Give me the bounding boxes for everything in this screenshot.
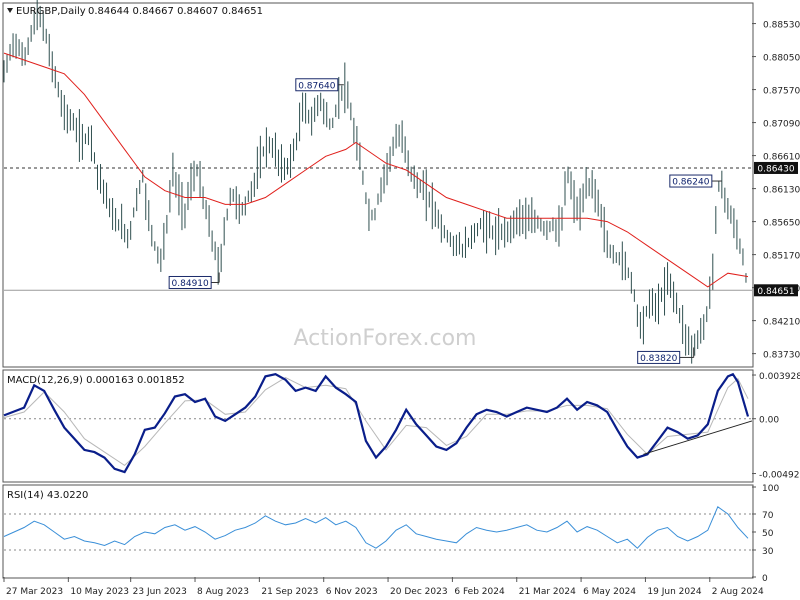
macd-panel-frame (2, 369, 754, 483)
time-tick-label: 6 Feb 2024 (454, 587, 505, 597)
annotation-label: 0.86240 (672, 178, 709, 188)
rsi-y-tick-label: 70 (762, 511, 774, 521)
reference-price-badge (754, 284, 798, 297)
price-panel-frame (2, 2, 754, 368)
time-tick-label: 20 Dec 2023 (390, 587, 448, 597)
time-axis: 27 Mar 2023 10 May 2023 23 Jun 2023 8 Aug 2… (3, 577, 764, 597)
price-bars (3, 0, 747, 364)
dropdown-triangle-icon[interactable] (7, 8, 13, 13)
price-y-tick-label: 0.88530 (763, 21, 800, 31)
time-tick-label: 21 Mar 2024 (519, 587, 576, 597)
macd-y-tick-label: 0.003928 (759, 372, 800, 382)
time-tick-label: 6 Nov 2023 (326, 587, 378, 597)
rsi-line (3, 506, 749, 549)
price-panel: ActionForex.com 0.88530 0.88050 0.87570 0.8… (2, 0, 800, 368)
macd-line (3, 372, 750, 474)
reference-price-label: 0.86430 (757, 164, 794, 174)
annotation-box (295, 78, 339, 92)
time-tick-label: 6 May 2024 (583, 587, 636, 597)
time-tick-label: 2 Aug 2024 (712, 587, 764, 597)
price-y-tick-label: 0.86130 (763, 186, 800, 196)
time-tick-label: 27 Mar 2023 (6, 587, 63, 597)
time-tick-label: 21 Sep 2023 (261, 587, 318, 597)
rsi-panel: 100 70 50 30 0 RSI(14) 43.0220 (2, 484, 779, 584)
rsi-y-axis: 100 70 50 30 0 (4, 484, 779, 584)
ohlc-values: 0.84644 0.84667 0.84607 0.84651 (88, 6, 263, 17)
time-tick-label: 8 Aug 2023 (197, 587, 249, 597)
price-y-tick-label: 0.87570 (763, 87, 800, 97)
price-y-tick-label: 0.85170 (763, 252, 800, 262)
time-tick-label: 23 Jun 2023 (133, 587, 187, 597)
annotation-box (669, 174, 713, 188)
rsi-y-tick-label: 0 (762, 574, 768, 584)
price-reference-lines: 0.86430 0.84651 (4, 161, 798, 297)
price-y-tick-label: 0.86610 (763, 153, 800, 163)
price-y-tick-label: 0.87090 (763, 120, 800, 130)
annotation-label: 0.83820 (640, 354, 677, 364)
annotation-box (168, 275, 212, 289)
watermark: ActionForex.com (294, 326, 477, 351)
macd-y-tick-label: -0.004929 (759, 471, 800, 481)
annotation-box (637, 350, 681, 364)
time-tick-label: 10 May 2023 (70, 587, 129, 597)
symbol-label: EURGBP,Daily (16, 6, 86, 17)
annotation-label: 0.87640 (298, 81, 335, 91)
price-annotations: 0.87640 0.84910 0.83820 0.86240 (168, 78, 722, 364)
macd-trendline (643, 420, 753, 455)
macd-y-tick-label: 0.00 (759, 416, 779, 426)
price-y-tick-label: 0.83730 (763, 351, 800, 361)
reference-price-label: 0.84651 (757, 287, 794, 297)
price-y-tick-label: 0.85650 (763, 219, 800, 229)
rsi-y-tick-label: 50 (762, 529, 774, 539)
rsi-y-tick-label: 100 (762, 484, 779, 494)
macd-panel: 0.003928 0.00 -0.004929 MACD(12,26,9) 0.00… (2, 369, 800, 483)
moving-average-line (3, 52, 749, 288)
macd-title: MACD(12,26,9) 0.000163 0.001852 (7, 375, 185, 386)
annotation-label: 0.84910 (172, 279, 209, 289)
rsi-title: RSI(14) 43.0220 (7, 490, 88, 501)
time-tick-label: 19 Jun 2024 (647, 587, 701, 597)
macd-y-axis: 0.003928 0.00 -0.004929 (4, 372, 800, 481)
reference-price-badge (754, 161, 798, 174)
rsi-y-tick-label: 30 (762, 547, 774, 557)
price-y-tick-label: 0.84210 (763, 318, 800, 328)
price-y-tick-label: 0.88050 (763, 54, 800, 64)
